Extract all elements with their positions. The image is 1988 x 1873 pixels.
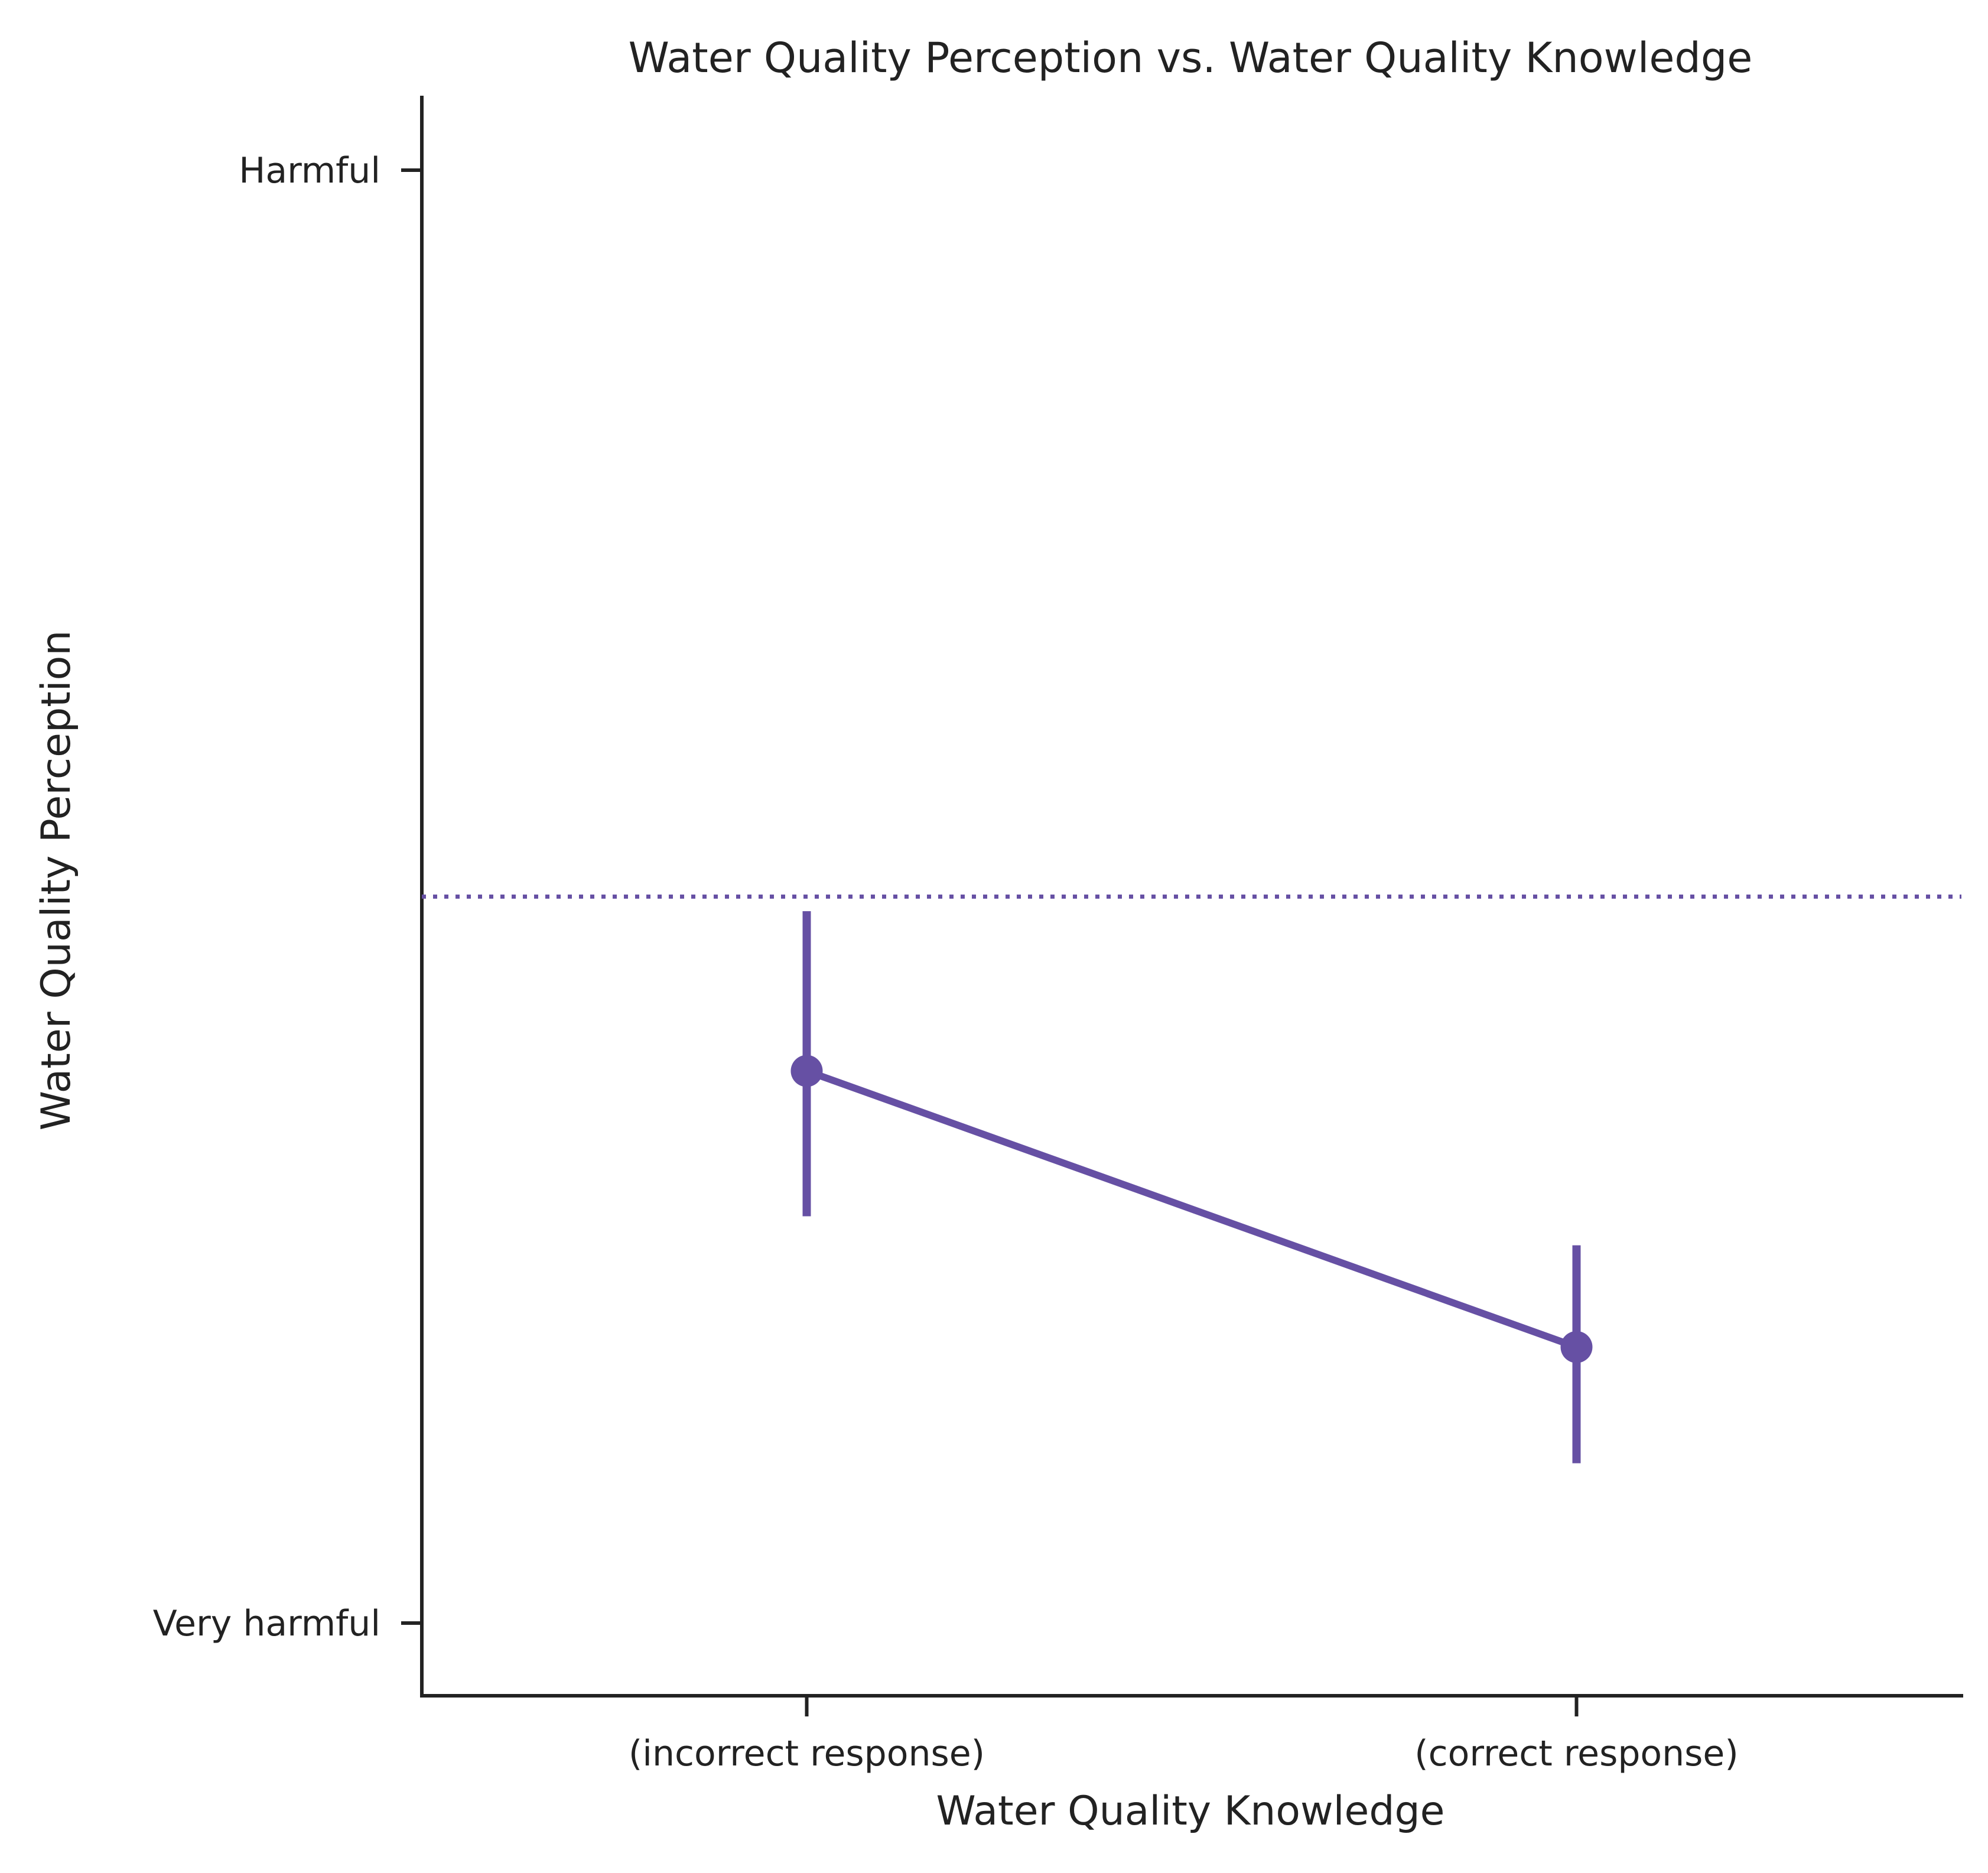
x-tick-label: (correct response) xyxy=(1414,1733,1739,1774)
data-point xyxy=(1560,1331,1593,1363)
y-axis-label: Water Quality Perception xyxy=(33,630,80,1131)
y-tick-label: Harmful xyxy=(239,150,380,191)
plot-area: Very harmful Harmful (incorrect response) (… xyxy=(153,96,1963,1774)
x-tick-label: (incorrect response) xyxy=(629,1733,985,1774)
data-point xyxy=(790,1055,823,1087)
y-tick-label: Very harmful xyxy=(153,1603,380,1644)
chart-title: Water Quality Perception vs. Water Quali… xyxy=(629,34,1753,82)
series-line xyxy=(805,1067,1578,1351)
x-axis-label: Water Quality Knowledge xyxy=(936,1788,1444,1835)
